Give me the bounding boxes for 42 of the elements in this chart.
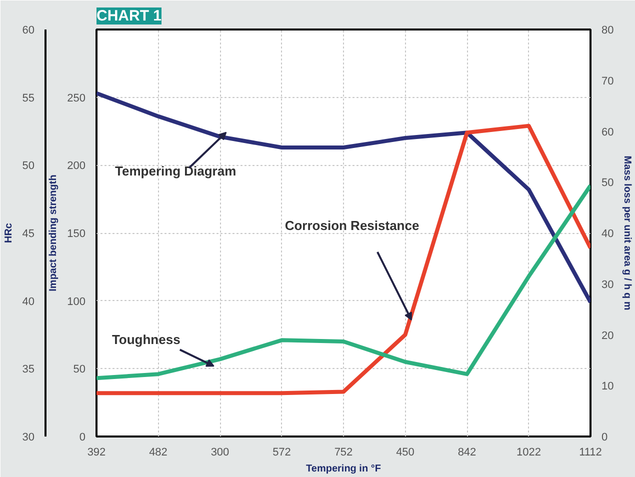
y3-tick-label: 60 <box>602 126 614 138</box>
y3-tick-label: 40 <box>602 228 614 240</box>
y2-tick-label: 55 <box>22 92 35 104</box>
y2-axis-title: HRc <box>3 222 14 243</box>
y2-tick-label: 45 <box>22 228 35 240</box>
series-label: Corrosion Resistance <box>284 218 420 233</box>
y-tick-label: 50 <box>73 364 86 376</box>
y3-tick-label: 10 <box>602 380 614 393</box>
y-tick-label: 150 <box>67 228 86 240</box>
y3-tick-label: 20 <box>602 330 614 342</box>
y3-tick-label: 80 <box>602 24 614 36</box>
series-label: Tempering Diagram <box>115 164 236 179</box>
y3-tick-label: 70 <box>602 75 614 88</box>
x-tick-label: 572 <box>272 446 291 458</box>
x-tick-label: 1022 <box>516 446 541 458</box>
x-tick-label: 450 <box>396 446 414 458</box>
x-tick-label: 392 <box>87 446 106 458</box>
x-axis-title: Tempering in °F <box>306 464 381 474</box>
y3-tick-label: 0 <box>602 432 608 444</box>
y-axis-title: Impact bending strength <box>48 174 60 292</box>
y3-tick-label: 30 <box>602 278 614 291</box>
y-tick-label: 200 <box>67 160 86 172</box>
y2-tick-label: 30 <box>22 432 35 444</box>
y-tick-label: 250 <box>67 92 86 104</box>
y2-tick-label: 40 <box>22 296 35 308</box>
y2-tick-label: 35 <box>22 364 35 376</box>
line-series <box>96 124 590 396</box>
y2-tick-label: 50 <box>22 160 35 172</box>
y3-tick-label: 50 <box>602 177 614 190</box>
x-tick-label: 842 <box>458 446 476 458</box>
chart-title: CHART 1 <box>96 8 162 24</box>
y2-tick-label: 60 <box>22 24 35 36</box>
y3-axis-title: Mass loss per unit area g / h q m <box>622 156 633 310</box>
x-tick-label: 752 <box>334 446 353 458</box>
y-tick-label: 0 <box>79 432 86 444</box>
series-label: Toughness <box>112 332 180 347</box>
line-series <box>96 184 590 380</box>
line-series <box>96 91 590 304</box>
x-tick-label: 482 <box>149 446 168 458</box>
y-tick-label: 100 <box>67 296 86 308</box>
x-tick-label: 300 <box>210 446 230 458</box>
x-tick-label: 1112 <box>579 446 602 458</box>
